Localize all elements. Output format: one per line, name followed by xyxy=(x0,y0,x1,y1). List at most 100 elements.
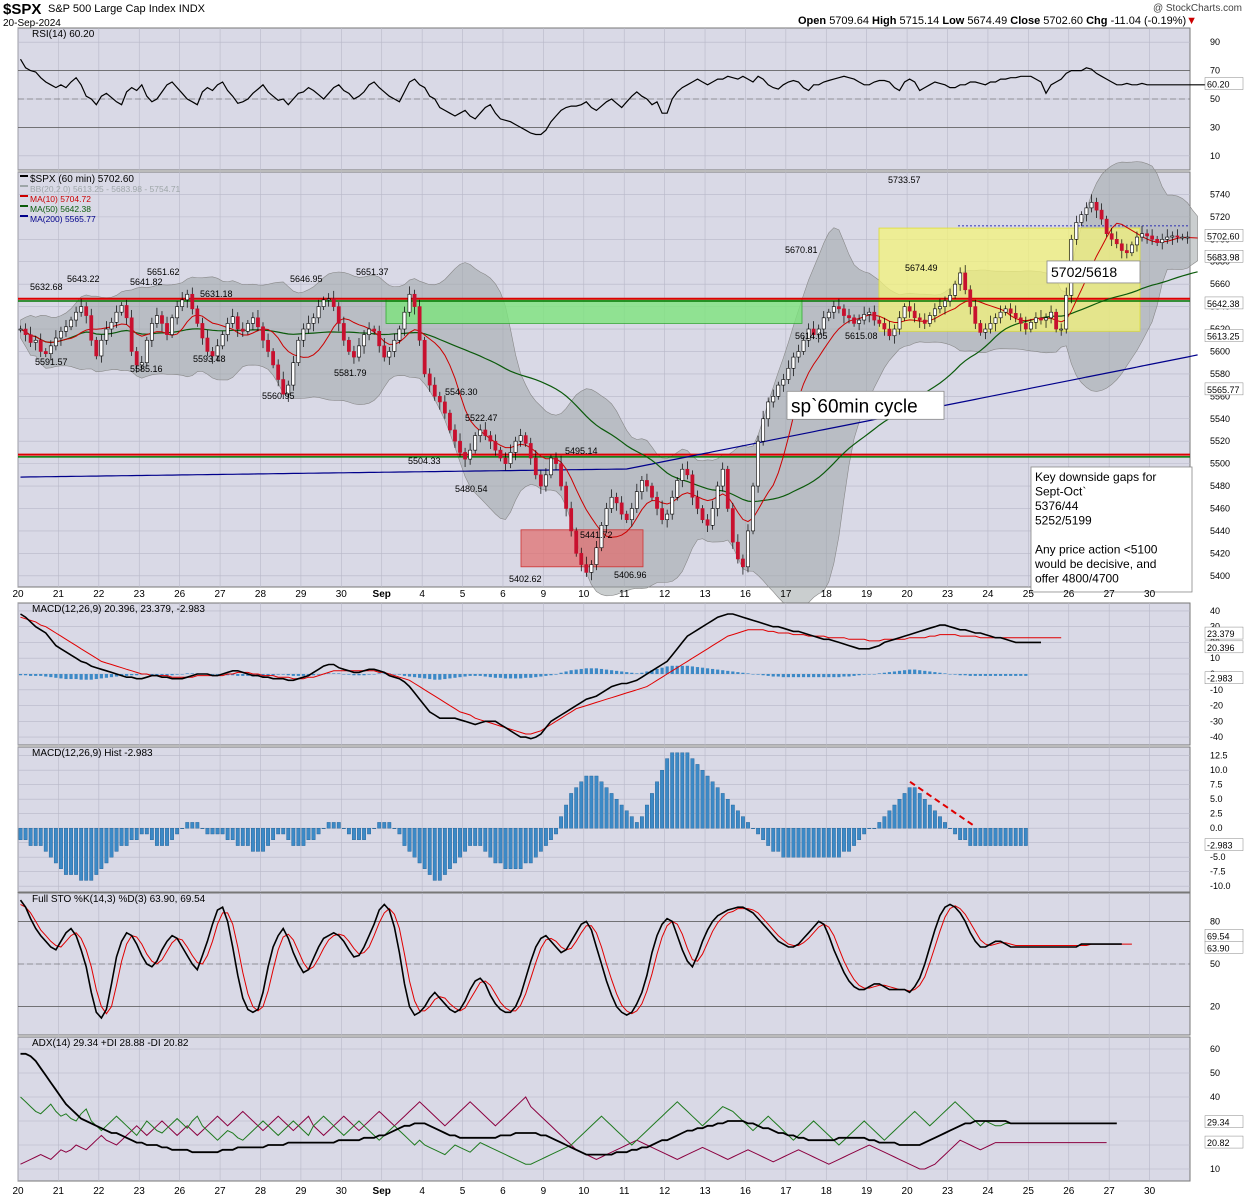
macd-histogram-bar xyxy=(872,828,877,829)
green-gap-zone xyxy=(385,298,803,324)
x-axis-label: 26 xyxy=(1063,589,1075,600)
candle-body xyxy=(932,308,937,316)
candle-body xyxy=(261,326,265,341)
candle-body xyxy=(857,319,862,324)
macd-histogram-bar xyxy=(680,752,685,829)
y-tick-label: 2.5 xyxy=(1210,809,1223,819)
y-tick-label: 40 xyxy=(1210,1092,1220,1102)
macd-histogram-bar xyxy=(927,804,932,829)
candle-body xyxy=(1114,238,1119,245)
macd-hist-bar xyxy=(392,674,396,675)
macd-histogram-bar xyxy=(983,828,988,846)
price-right-label-box xyxy=(1204,296,1244,310)
x-axis-label: 5 xyxy=(460,589,466,600)
price-right-label-box xyxy=(1204,329,1244,342)
candle-body xyxy=(1034,317,1038,323)
candle-body xyxy=(271,351,276,366)
candle-body xyxy=(478,429,483,436)
macd-histogram-bar xyxy=(276,828,281,835)
candle-body xyxy=(614,496,619,504)
candle-body xyxy=(993,317,998,324)
candle-body xyxy=(286,384,291,395)
macd-hist-bar xyxy=(559,672,563,674)
legend-swatch xyxy=(20,195,28,197)
adx-value-box xyxy=(1204,1115,1244,1128)
macd-hist-bar xyxy=(524,674,528,678)
candle-body xyxy=(771,396,776,403)
candle-body xyxy=(53,337,58,347)
macd-hist-bar xyxy=(806,674,811,678)
macd-histogram-bar xyxy=(892,804,897,829)
header-name: S&P 500 Large Cap Index INDX xyxy=(48,3,205,15)
candle-body xyxy=(331,298,336,307)
x-axis-label: 20 xyxy=(902,589,914,600)
macd-hist-bar xyxy=(44,674,48,677)
macd-hist-bar xyxy=(468,674,472,676)
macd-histogram-bar xyxy=(175,828,180,835)
candle-body xyxy=(256,317,260,328)
macd-hist-bar xyxy=(640,672,644,674)
candle-body xyxy=(336,306,341,324)
macd-hist-last-value-box xyxy=(1204,838,1244,851)
macd-hist-bar xyxy=(79,674,83,680)
macd-hist-bar xyxy=(660,667,664,674)
candle-body xyxy=(513,440,518,453)
macd-histogram-bar xyxy=(412,828,417,858)
macd-hist-bar xyxy=(832,674,836,678)
x-axis-label: Sep xyxy=(373,1186,391,1197)
candle-body xyxy=(1160,238,1165,243)
price-label: 5522.47 xyxy=(465,413,498,423)
macd-histogram-bar xyxy=(932,810,937,829)
macd-histogram-bar xyxy=(842,828,846,852)
candle-body xyxy=(766,401,771,420)
candle-body xyxy=(806,328,811,341)
macd-hist-bar xyxy=(963,674,967,676)
macd-hist-bar xyxy=(316,674,321,675)
macd-signal-value-box xyxy=(1204,626,1244,640)
macd-title: MACD(12,26,9) 20.396, 23.379, -2.983 xyxy=(32,604,205,615)
candle-body xyxy=(1145,233,1149,237)
y-tick-label: 5720 xyxy=(1210,212,1230,222)
macd-hist-bar xyxy=(226,674,230,676)
candle-body xyxy=(852,317,856,324)
candle-body xyxy=(124,305,129,319)
macd-histogram-bar xyxy=(448,828,452,870)
macd-hist-bar xyxy=(983,674,988,676)
macd-histogram-bar xyxy=(473,828,478,846)
header-date: 20-Sep-2024 xyxy=(3,18,61,29)
macd-hist-bar xyxy=(54,674,58,678)
macd-hist-bar xyxy=(69,674,73,680)
y-tick-label: 7.5 xyxy=(1210,780,1223,790)
chg-label: Chg xyxy=(1086,15,1108,27)
macd-hist-bar xyxy=(781,674,785,678)
candle-body xyxy=(1130,244,1134,254)
candle-body xyxy=(569,508,574,532)
macd-hist-bar xyxy=(620,671,624,674)
macd-histogram-bar xyxy=(973,828,978,846)
candle-body xyxy=(139,362,144,366)
macd-histogram-bar xyxy=(59,828,63,870)
macd-hist-bar xyxy=(564,671,568,674)
macd-histogram-bar xyxy=(645,804,649,829)
candle-body xyxy=(503,457,508,464)
candle-body xyxy=(1003,308,1008,313)
macd-hist-value: -2.983 xyxy=(1207,674,1233,684)
macd-histogram-bar xyxy=(271,828,276,841)
candle-body xyxy=(1109,233,1114,240)
macd-hist-bar xyxy=(84,674,88,680)
candle-body xyxy=(574,530,579,554)
x-axis-label: 20 xyxy=(12,1186,24,1197)
macd-hist-title: MACD(12,26,9) Hist -2.983 xyxy=(32,748,153,759)
price-right-label-box xyxy=(1204,229,1244,242)
macd-histogram-bar xyxy=(675,752,680,829)
price-label: 5441.72 xyxy=(580,530,613,540)
macd-hist-bar xyxy=(771,674,775,677)
macd-histogram-bar xyxy=(907,787,912,829)
candle-body xyxy=(1023,323,1028,330)
macd-hist-bar xyxy=(443,674,447,680)
macd-hist-bar xyxy=(64,674,68,680)
macd-histogram-bar xyxy=(296,828,301,846)
macd-hist-bar xyxy=(94,674,98,680)
macd-histogram-bar xyxy=(119,828,124,846)
x-axis-label: 26 xyxy=(1063,1186,1075,1197)
